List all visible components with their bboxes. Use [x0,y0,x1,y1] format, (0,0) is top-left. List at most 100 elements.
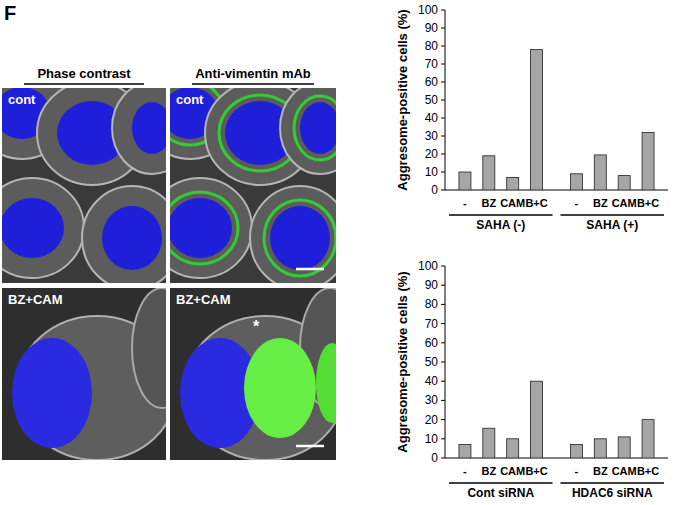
category-label: B+C [637,197,659,209]
group-label: SAHA (-) [476,218,525,232]
title-underline [24,83,144,85]
micrograph: BZ+CAM [170,288,336,460]
tick-mark [441,419,445,420]
bars [459,381,654,458]
tick-label: 10 [425,165,439,179]
bars [459,50,654,190]
nucleus [12,338,92,448]
category-label: CAM [500,465,525,477]
nucleus [270,206,330,270]
axis-title: Aggresome-positive cells (%) [395,271,410,452]
micrograph: cont [170,88,336,283]
cell [82,186,166,283]
tick-mark [441,400,445,401]
category-label: B+C [637,465,659,477]
bar [531,381,543,458]
bar [507,177,519,190]
tick-label: 90 [425,21,439,35]
cell [2,178,84,278]
tick-mark [441,28,445,29]
cell [280,88,336,174]
tick-label: 90 [425,278,439,292]
tick-label: 100 [418,259,438,273]
category-label: CAM [612,465,637,477]
bar [570,174,582,190]
tick-label: 60 [425,336,439,350]
tick-label: 60 [425,75,439,89]
scale-bar [296,445,324,448]
cell [112,88,166,174]
bar [483,428,495,458]
tick-mark [441,10,445,11]
category-label: B+C [525,197,547,209]
tick-label: 30 [425,393,439,407]
figure: FPhase contrastAnti-vimentin mAbcontcont… [0,0,678,505]
tick-mark [441,438,445,439]
column-title: Phase contrast [37,66,131,81]
axis-title: Aggresome-positive cells (%) [395,9,410,190]
tick-label: 80 [425,297,439,311]
category-label: CAM [500,197,525,209]
tick-label: 0 [431,451,438,465]
row-label: BZ+CAM [8,292,63,307]
row-label: cont [176,92,204,107]
bar [642,132,654,190]
group-bracket [449,214,553,216]
cell [250,186,336,283]
vimentin [170,192,238,264]
category-label: - [463,465,467,477]
tick-label: 20 [425,413,439,427]
cell [170,178,252,278]
tick-mark [441,362,445,363]
group-label: Cont siRNA [467,486,534,500]
group-bracket [449,482,553,484]
bar [594,439,606,458]
annotation: * [253,318,260,335]
x-axis [445,458,668,459]
group-label: SAHA (+) [586,218,638,232]
micrograph: cont [2,88,166,283]
nucleus [2,198,64,258]
tick-label: 10 [425,432,439,446]
tick-mark [441,381,445,382]
category-label: B+C [525,465,547,477]
bar [570,445,582,458]
chart: Aggresome-positive cells (%) 0 10 20 30 40 50 6… [395,259,668,500]
group-bracket [561,214,665,216]
tick-label: 20 [425,147,439,161]
tick-label: 100 [418,3,438,17]
tick-mark [441,136,445,137]
nucleus [132,102,166,154]
tick-mark [441,64,445,65]
category-label: BZ [593,197,608,209]
nucleus [300,102,336,154]
panel-label: F [4,2,16,24]
cell [132,288,166,408]
chart: Aggresome-positive cells (%)010203040506… [395,3,668,232]
tick-mark [441,304,445,305]
bar [483,156,495,190]
tick-label: 40 [425,374,439,388]
tick-mark [441,82,445,83]
row-label: BZ+CAM [176,292,231,307]
tick-label: 70 [425,57,439,71]
tick-mark [441,323,445,324]
micrograph: BZ+CAM [2,288,166,460]
scale-bar [296,268,324,271]
nucleus [102,206,162,270]
category-label: BZ [593,465,608,477]
title-underline [192,83,314,85]
group-label: HDAC6 siRNA [572,486,653,500]
tick-mark [441,190,445,191]
tick-mark [441,266,445,267]
category-label: - [575,197,579,209]
tick-mark [441,100,445,101]
tick-mark [441,46,445,47]
tick-label: 50 [425,355,439,369]
y-axis [445,10,446,190]
category-label: BZ [481,465,496,477]
tick-mark [441,118,445,119]
aggresome [244,338,316,438]
category-label: CAM [612,197,637,209]
tick-mark [441,172,445,173]
